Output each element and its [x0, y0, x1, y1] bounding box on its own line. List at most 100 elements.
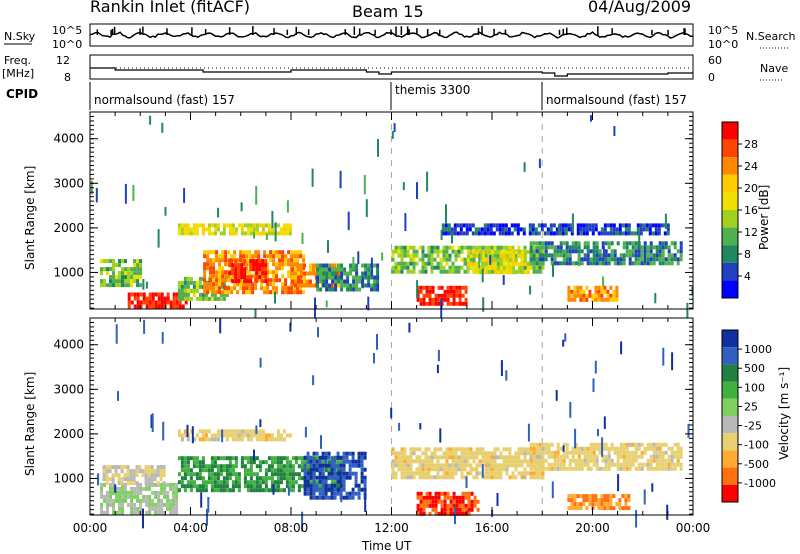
data-cell [628, 462, 632, 467]
data-cell [436, 447, 440, 452]
data-cell [309, 495, 313, 500]
data-cell [147, 469, 151, 474]
data-cell [240, 223, 244, 228]
data-cell [336, 487, 340, 492]
data-cell [257, 250, 261, 255]
data-cell [246, 433, 250, 438]
data-cell [517, 266, 521, 271]
data-cell [463, 475, 467, 480]
data-cell [634, 253, 638, 258]
legend-tick-label: 12 [744, 226, 758, 239]
data-cell [562, 442, 566, 447]
data-cell [264, 480, 268, 485]
data-cell [136, 498, 140, 503]
data-cell [112, 259, 115, 264]
data-cell [679, 241, 683, 246]
data-cell [598, 450, 602, 455]
data-cell [151, 502, 155, 507]
data-cell [397, 467, 401, 472]
data-cell [547, 450, 551, 455]
data-cell [117, 465, 121, 470]
data-cell [577, 245, 581, 250]
data-cell [475, 266, 479, 271]
data-cell [553, 458, 557, 463]
data-cell [535, 442, 539, 447]
data-cell [461, 491, 465, 496]
data-cell [118, 275, 121, 280]
data-cell [472, 254, 476, 259]
data-cell [340, 287, 344, 292]
data-cell [514, 475, 518, 480]
data-cell [246, 231, 250, 236]
data-cell [133, 296, 137, 301]
data-cell [508, 262, 512, 267]
data-cell [580, 462, 584, 467]
data-cell [129, 477, 133, 482]
data-cell [381, 252, 384, 261]
data-cell [266, 254, 270, 259]
data-cell [300, 279, 303, 284]
data-cell [625, 249, 629, 254]
data-cell [318, 479, 322, 484]
data-cell [301, 232, 304, 245]
data-cell [195, 284, 199, 289]
data-cell [490, 451, 494, 456]
data-cell [315, 451, 319, 456]
data-cell [162, 469, 166, 474]
data-cell [243, 433, 247, 438]
data-cell [303, 263, 306, 268]
data-cell [299, 274, 303, 279]
data-cell [240, 460, 244, 465]
data-cell [666, 504, 669, 520]
data-cell [285, 227, 289, 232]
data-cell [234, 263, 238, 268]
data-cell [520, 463, 524, 468]
data-cell [402, 182, 405, 191]
data-cell [595, 241, 599, 246]
data-cell [499, 250, 503, 255]
data-cell [445, 467, 449, 472]
data-cell [592, 446, 596, 451]
data-cell [437, 293, 441, 298]
data-cell [448, 455, 452, 460]
data-cell [400, 475, 404, 480]
data-cell [555, 390, 558, 401]
data-cell [483, 227, 487, 232]
data-cell [416, 511, 420, 516]
data-cell [532, 458, 536, 463]
data-cell [364, 275, 368, 280]
data-cell [541, 462, 545, 467]
data-cell [282, 464, 286, 469]
data-cell [601, 458, 605, 463]
data-cell [213, 231, 217, 236]
data-cell [465, 223, 469, 228]
data-cell [451, 245, 455, 250]
data-cell [443, 495, 447, 500]
data-cell [221, 278, 225, 283]
data-cell [416, 182, 418, 199]
data-cell [175, 498, 179, 503]
data-cell [517, 447, 521, 452]
data-cell [207, 476, 211, 481]
data-cell [655, 462, 659, 467]
data-cell [565, 249, 569, 254]
data-cell [296, 258, 300, 263]
data-cell [279, 460, 283, 465]
data-cell [597, 498, 601, 503]
data-cell [177, 227, 181, 232]
nsky-tick-bottom: 10^0 [52, 38, 82, 51]
data-cell [592, 253, 596, 258]
data-cell [465, 227, 469, 232]
data-cell [585, 506, 589, 511]
data-cell [130, 275, 134, 280]
data-cell [639, 223, 643, 228]
data-cell [163, 486, 167, 491]
data-cell [255, 425, 258, 435]
data-cell [544, 466, 548, 471]
data-cell [451, 269, 455, 274]
data-cell [679, 450, 683, 455]
data-cell [631, 249, 635, 254]
data-cell [511, 254, 515, 259]
data-cell [376, 271, 380, 276]
